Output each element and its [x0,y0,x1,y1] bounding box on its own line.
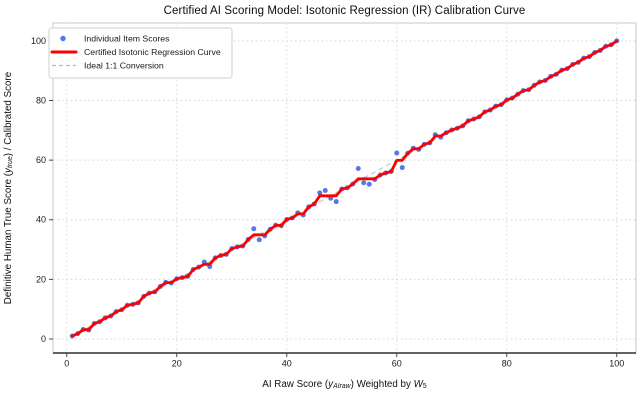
x-tick-label: 80 [502,359,512,369]
scatter-point [322,188,328,194]
scatter-point [256,237,262,243]
x-tick-label: 40 [282,359,292,369]
y-tick-label: 40 [36,215,46,225]
x-axis-label: AI Raw Score (yAIraw) Weighted by W5 [262,379,427,390]
x-tick-label: 20 [172,359,182,369]
scatter-point [399,165,405,171]
scatter-point [317,190,323,196]
scatter-point [361,180,367,186]
scatter-point [355,165,361,171]
y-tick-label: 100 [31,36,46,46]
chart-title: Certified AI Scoring Model: Isotonic Reg… [163,5,526,17]
y-axis-label: Definitive Human True Score (ytrue) / Ca… [3,71,14,304]
scatter-point [251,226,257,232]
legend-box [48,27,233,79]
scatter-point [333,199,339,205]
y-tick-label: 20 [36,274,46,284]
y-tick-label: 80 [36,96,46,106]
legend-label: Certified Isotonic Regression Curve [84,47,221,57]
x-tick-label: 60 [392,359,402,369]
legend-label: Ideal 1:1 Conversion [84,61,164,71]
isotonic-curve [70,39,619,338]
legend-dot-marker [60,35,66,42]
y-tick-label: 60 [36,155,46,165]
x-tick-label: 100 [609,359,624,369]
y-tick-label: 0 [41,334,46,344]
legend-label: Individual Item Scores [84,34,170,44]
scatter-point [366,181,372,187]
x-tick-label: 0 [64,359,69,369]
scatter-point [394,150,400,156]
